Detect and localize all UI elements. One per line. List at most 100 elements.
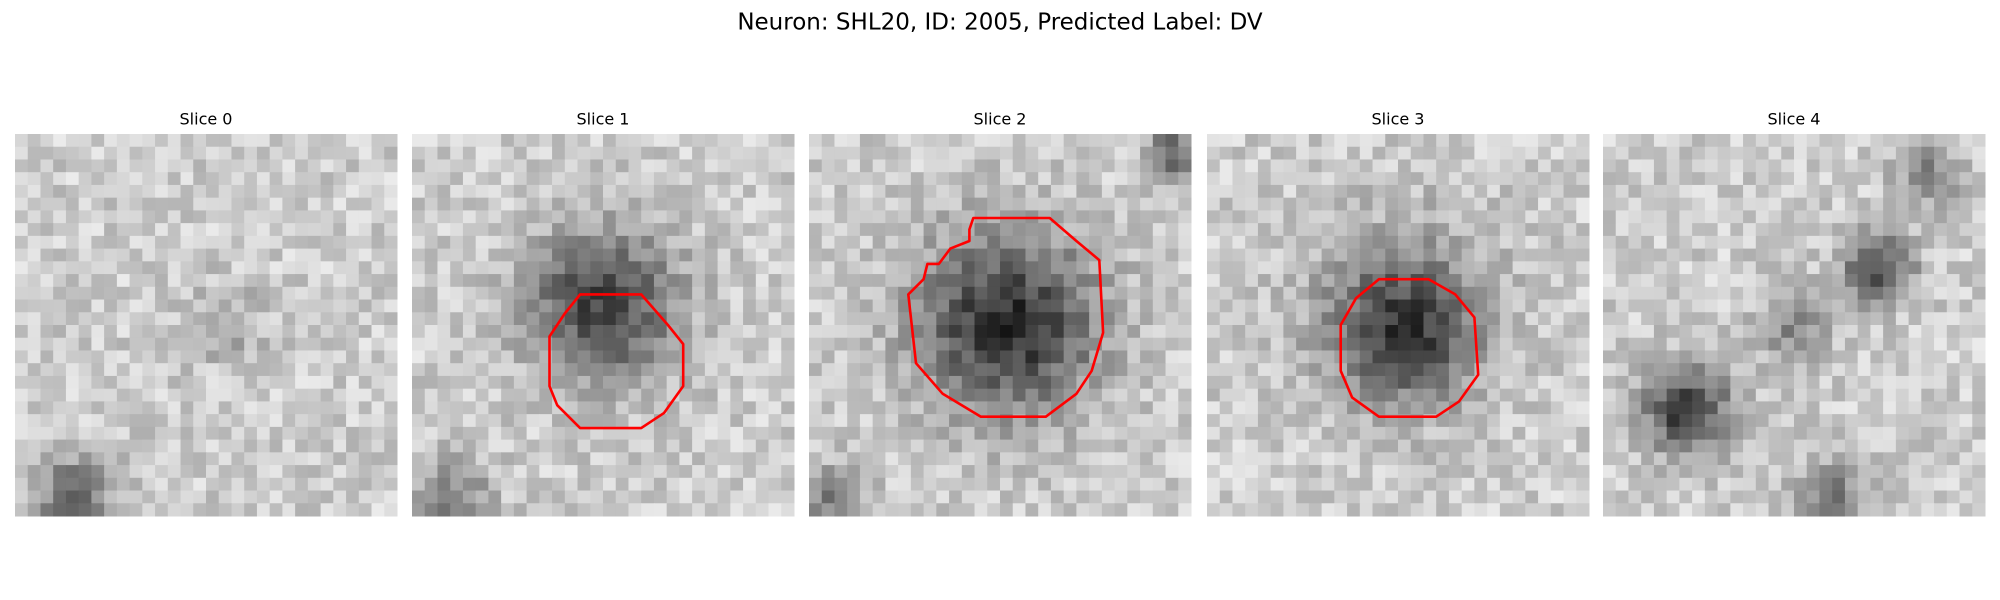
pixel [1704, 325, 1719, 339]
pixel [65, 477, 80, 492]
pixel [1794, 363, 1808, 377]
pixel [15, 299, 29, 313]
pixel [15, 477, 29, 492]
pixel [1538, 286, 1552, 301]
pixel [269, 261, 283, 275]
pixel [834, 146, 848, 160]
pixel [1883, 337, 1897, 351]
pixel [231, 375, 245, 390]
pixel [1127, 503, 1141, 517]
pixel [142, 490, 156, 504]
pixel [1563, 248, 1577, 262]
pixel [1232, 172, 1246, 186]
pixel [346, 375, 360, 390]
pixel [1704, 350, 1719, 364]
pixel [1257, 414, 1272, 428]
pixel [104, 312, 118, 326]
pixel [1730, 465, 1744, 479]
pixel [1385, 210, 1399, 224]
pixel [872, 388, 886, 402]
pixel [949, 325, 963, 339]
pixel [821, 248, 835, 262]
pixel [15, 172, 29, 186]
pixel [269, 426, 283, 441]
pixel [974, 465, 988, 479]
pixel [346, 490, 360, 504]
pixel [384, 286, 398, 301]
pixel [1704, 426, 1719, 441]
pixel [987, 452, 1001, 466]
pixel [910, 134, 925, 148]
pixel [1283, 375, 1297, 390]
pixel [15, 274, 29, 288]
pixel [1934, 414, 1948, 428]
pixel [1063, 465, 1077, 479]
pixel [1347, 210, 1361, 224]
pixel [1178, 261, 1192, 275]
pixel [1321, 439, 1335, 453]
pixel [1550, 235, 1565, 250]
pixel [717, 375, 731, 390]
pixel [1487, 146, 1501, 160]
pixel [1270, 426, 1284, 441]
pixel [104, 325, 118, 339]
pixel [1063, 452, 1077, 466]
pixel [1050, 325, 1065, 339]
pixel [526, 490, 540, 504]
pixel [269, 286, 283, 301]
pixel [666, 235, 680, 250]
pixel [923, 490, 937, 504]
pixel [590, 210, 604, 224]
pixel [885, 414, 899, 428]
pixel [577, 337, 591, 351]
pixel [552, 375, 566, 390]
pixel [1347, 261, 1361, 275]
pixel [1666, 197, 1680, 211]
pixel [1050, 299, 1065, 313]
pixel [679, 414, 693, 428]
pixel [15, 350, 29, 364]
pixel [1448, 503, 1463, 517]
pixel [987, 325, 1001, 339]
pixel [1628, 134, 1642, 148]
pixel [142, 414, 156, 428]
pixel [1410, 388, 1424, 402]
pixel [1832, 184, 1846, 199]
pixel [104, 197, 118, 211]
pixel [1972, 146, 1986, 160]
pixel [142, 146, 156, 160]
pixel [923, 439, 937, 453]
pixel [1270, 261, 1284, 275]
pixel [923, 286, 937, 301]
pixel [717, 172, 731, 186]
pixel [1436, 197, 1450, 211]
pixel [1089, 325, 1103, 339]
pixel [1883, 503, 1897, 517]
pixel [590, 503, 604, 517]
pixel [15, 388, 29, 402]
pixel [1679, 159, 1693, 173]
pixel [666, 159, 680, 173]
pixel [923, 503, 937, 517]
pixel [1883, 465, 1897, 479]
pixel [180, 299, 194, 313]
pixel [1743, 388, 1757, 402]
pixel [628, 299, 642, 313]
pixel [384, 134, 398, 148]
pixel [743, 337, 757, 351]
pixel [1972, 248, 1986, 262]
pixel [167, 261, 182, 275]
pixel [1410, 146, 1424, 160]
pixel [1398, 388, 1412, 402]
pixel [40, 401, 54, 415]
pixel [961, 477, 976, 492]
pixel [936, 184, 950, 199]
pixel [1207, 197, 1221, 211]
pixel [1385, 223, 1399, 237]
pixel [1653, 184, 1668, 199]
pixel [1436, 477, 1450, 492]
pixel [475, 184, 489, 199]
pixel [282, 299, 296, 313]
pixel [116, 337, 131, 351]
pixel [1679, 210, 1693, 224]
